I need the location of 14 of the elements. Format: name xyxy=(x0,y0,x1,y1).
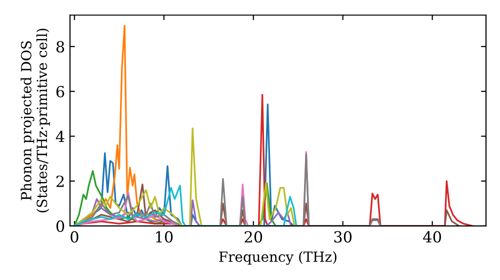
y-tick-label: 8 xyxy=(56,40,64,53)
x-axis-title: Frequency (THz) xyxy=(219,251,336,265)
x-tick-label: 40 xyxy=(423,231,442,243)
x-tick-label: 0 xyxy=(70,231,78,243)
x-tick-label: 20 xyxy=(244,231,262,243)
x-tick-label: 30 xyxy=(334,231,352,243)
x-tick-label: 10 xyxy=(156,231,173,243)
y-tick-label: 4 xyxy=(56,130,64,142)
line-series xyxy=(74,128,296,226)
y-tick-label: 0 xyxy=(56,220,64,232)
y-tick-label: 2 xyxy=(56,176,64,187)
line-series xyxy=(74,184,298,226)
y-axis-title: Phonon projected DOS (States/THz·primitive cell) xyxy=(20,28,50,212)
y-tick-label: 6 xyxy=(56,86,64,98)
